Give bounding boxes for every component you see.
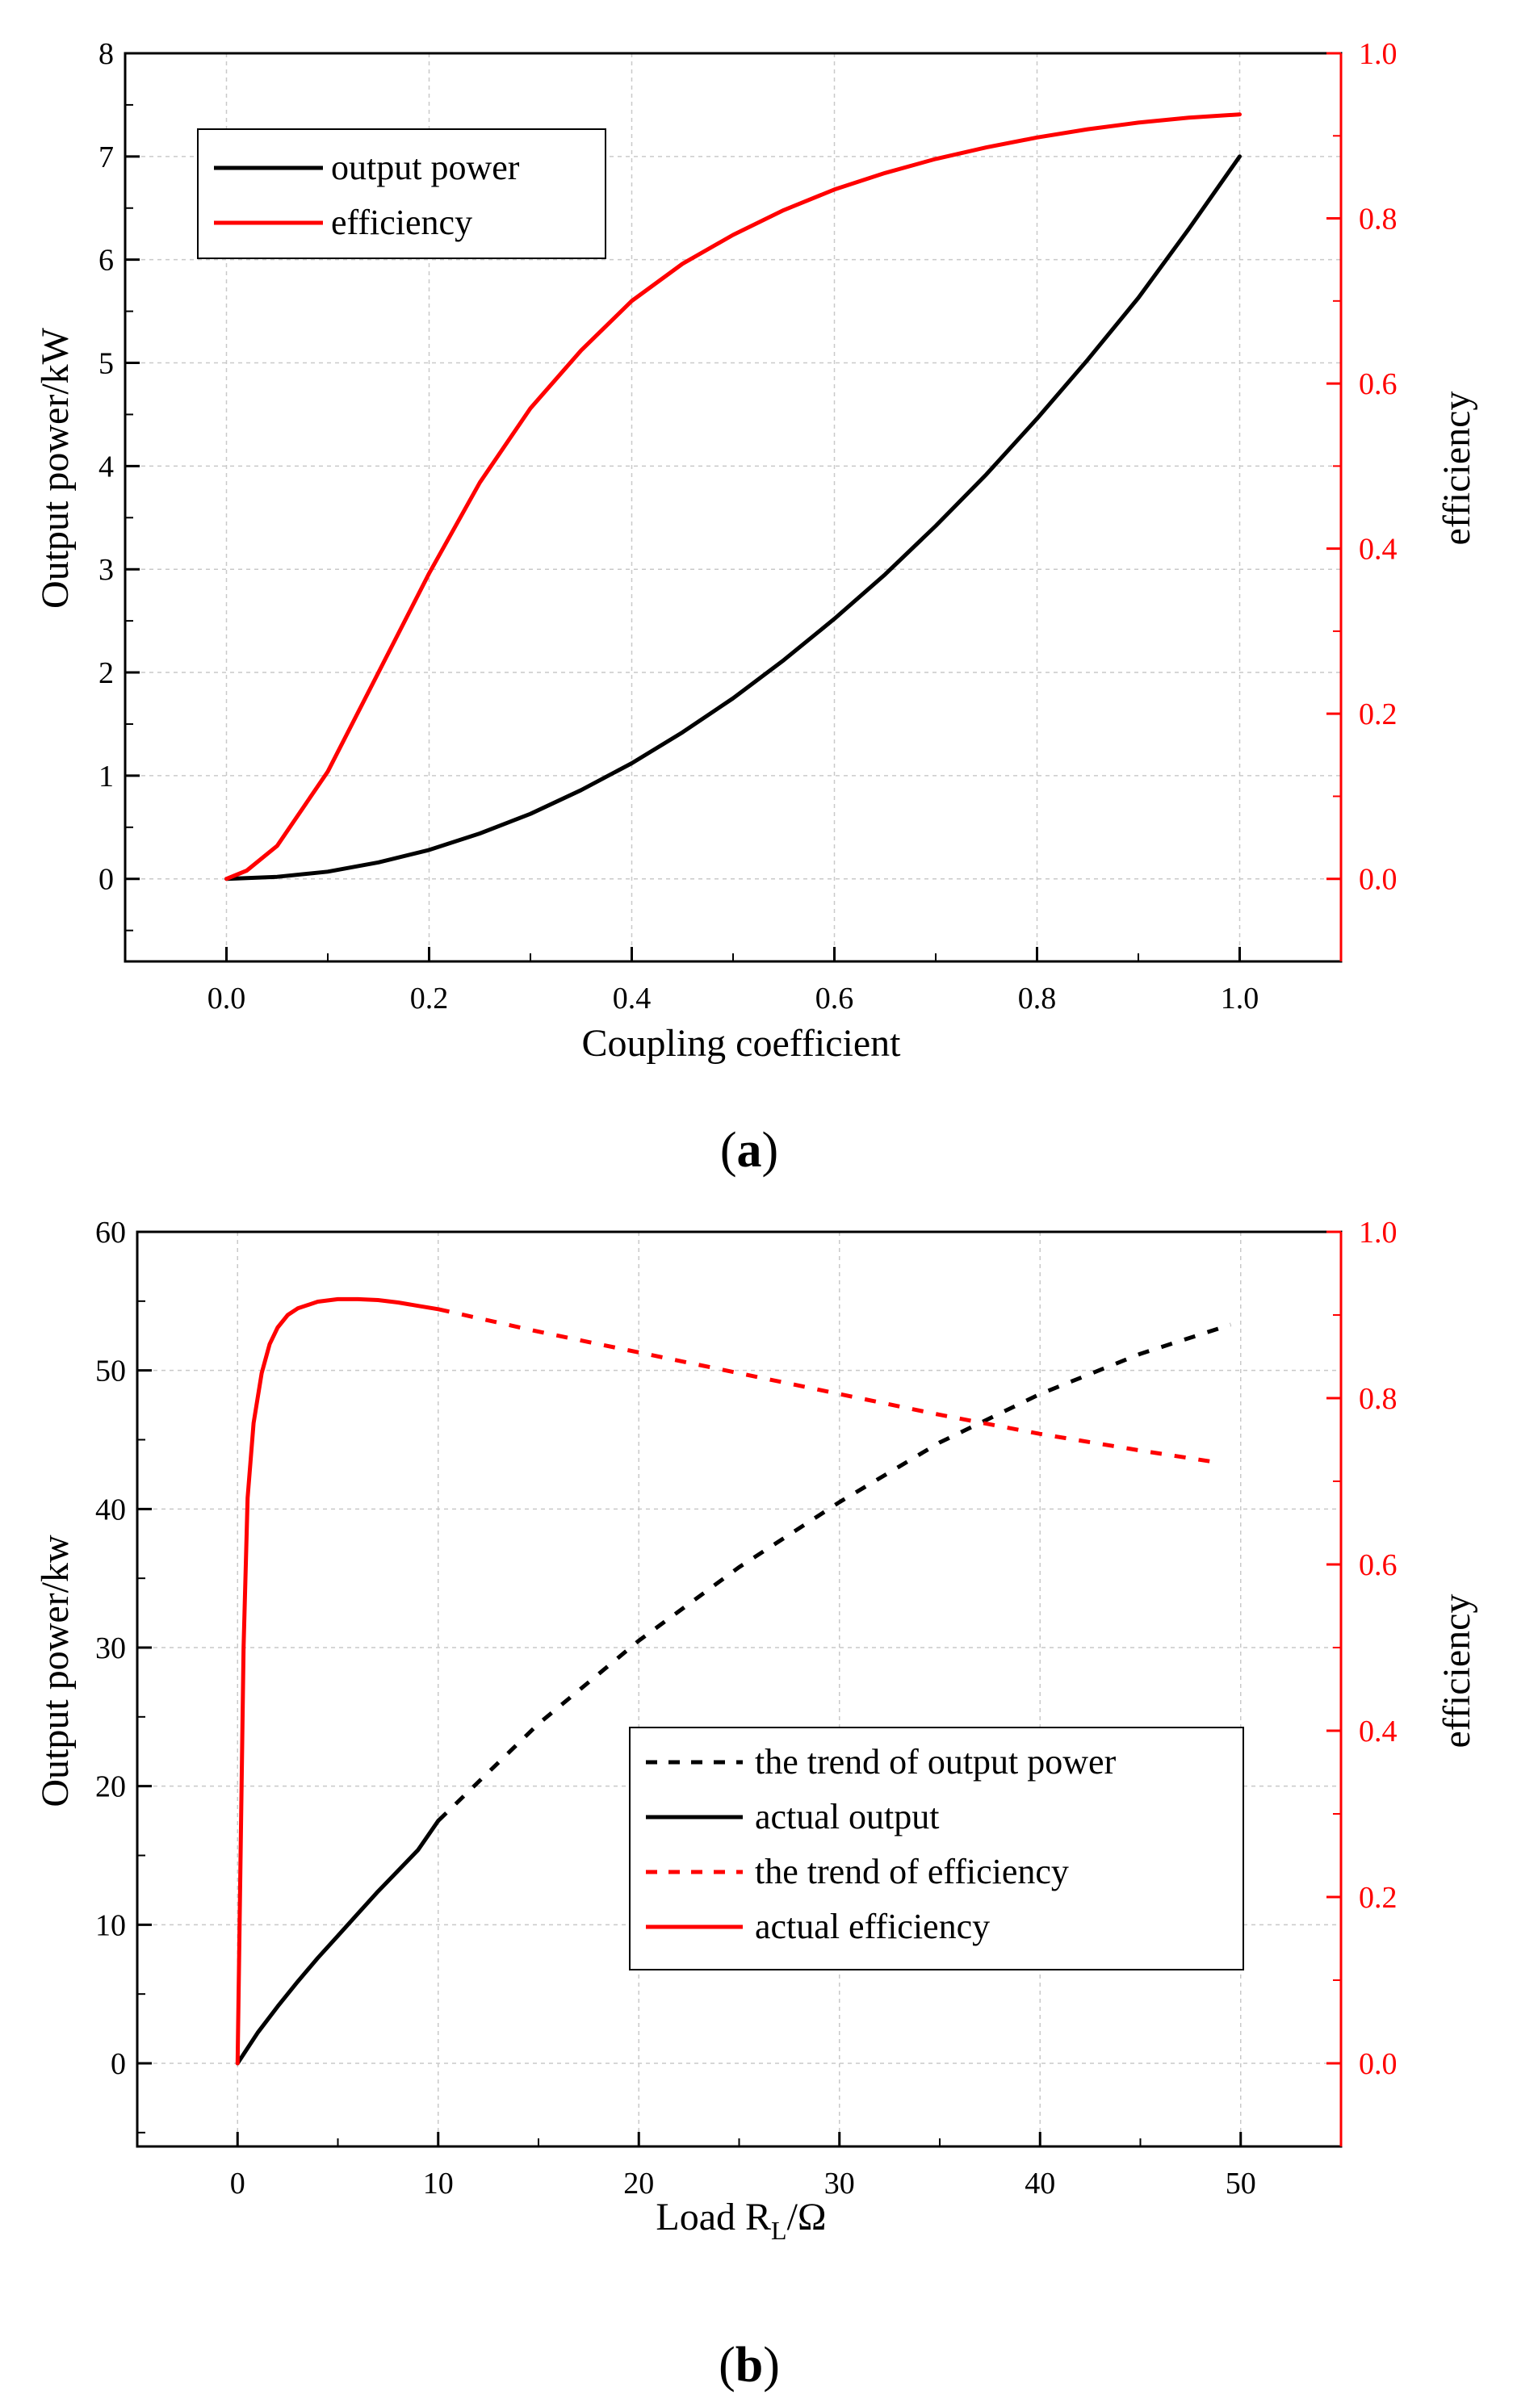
chart-a-series bbox=[224, 112, 1242, 882]
chart-a-series-output-power-line bbox=[224, 154, 1242, 882]
chart-a-legend-label-efficiency: efficiency bbox=[331, 203, 472, 242]
chart-a-y2-tick-label: 1.0 bbox=[1359, 37, 1398, 71]
chart-b-series-actual-output-line bbox=[235, 1819, 441, 2066]
chart-b-x-tick-label: 10 bbox=[423, 2167, 454, 2201]
chart-a-ticks: 0.0 0.2 0.4 0.6 0.8 1.0 0 1 2 3 4 5 6 7 8 0.0 0.2 0.4 0.6 0… bbox=[98, 37, 1398, 1016]
chart-a-x-tick-label: 0.4 bbox=[613, 982, 652, 1016]
caption-b: (b) bbox=[719, 2338, 780, 2393]
chart-b-legend-label-trend-output: the trend of output power bbox=[755, 1742, 1117, 1782]
chart-a-y2-tick-label: 0.6 bbox=[1359, 367, 1398, 401]
chart-a-x-tick-label: 0.8 bbox=[1018, 982, 1057, 1016]
chart-b-y2-tick-label: 1.0 bbox=[1359, 1216, 1398, 1250]
chart-a-y-tick-label: 4 bbox=[98, 450, 114, 484]
chart-b-legend-box bbox=[629, 1727, 1244, 1970]
chart-b-y-axis-title: Output power/kw bbox=[34, 1535, 77, 1807]
chart-b-legend: the trend of output power actual output … bbox=[629, 1727, 1244, 1970]
chart-b-series-actual-efficiency-line bbox=[235, 1296, 441, 2066]
chart-a-legend: output power efficiency bbox=[197, 128, 606, 259]
chart-a-y2-tick-label: 0.2 bbox=[1359, 697, 1398, 731]
chart-b-legend-label-actual-output: actual output bbox=[755, 1797, 940, 1836]
chart-b-y-tick-label: 50 bbox=[95, 1355, 126, 1388]
chart-a-y-tick-label: 8 bbox=[98, 37, 114, 71]
chart-b-y2-tick-label: 0.4 bbox=[1359, 1715, 1398, 1748]
chart-a-y-tick-label: 6 bbox=[98, 244, 114, 278]
chart-b-y-tick-label: 60 bbox=[95, 1216, 126, 1250]
chart-a-y-tick-label: 5 bbox=[98, 347, 114, 381]
chart-a-y2-tick-label: 0.4 bbox=[1359, 533, 1398, 567]
chart-b: 0 10 20 30 40 50 0 10 20 30 40 50 60 0.0 0.2 0.4 0.6 0.8 1… bbox=[34, 1216, 1478, 2245]
chart-a-y2-tick-label: 0.0 bbox=[1359, 863, 1398, 897]
chart-a-y-tick-label: 1 bbox=[98, 760, 114, 794]
chart-b-y2-tick-label: 0.0 bbox=[1359, 2047, 1398, 2081]
chart-a-legend-label-output-power: output power bbox=[331, 148, 520, 187]
chart-b-series-the-trend-of-efficiency-line bbox=[438, 1307, 1222, 1465]
chart-b-x-tick-label: 50 bbox=[1226, 2167, 1256, 2201]
chart-a-x-tick-label: 1.0 bbox=[1221, 982, 1259, 1016]
chart-b-legend-label-trend-efficiency: the trend of efficiency bbox=[755, 1852, 1069, 1891]
chart-b-y2-tick-label: 0.6 bbox=[1359, 1548, 1398, 1582]
chart-a-y-tick-label: 7 bbox=[98, 140, 114, 174]
chart-b-y2-tick-label: 0.2 bbox=[1359, 1881, 1398, 1915]
chart-a-x-axis-title: Coupling coefficient bbox=[581, 1022, 901, 1065]
chart-b-y-tick-label: 40 bbox=[95, 1493, 126, 1526]
chart-a-y2-tick-label: 0.8 bbox=[1359, 203, 1398, 237]
chart-a-x-tick-label: 0.6 bbox=[815, 982, 854, 1016]
chart-a-x-tick-label: 0.2 bbox=[410, 982, 449, 1016]
chart-a-y-axis-title: Output power/kW bbox=[34, 327, 77, 609]
chart-b-y-tick-label: 30 bbox=[95, 1631, 126, 1665]
chart-a-y-tick-label: 0 bbox=[98, 863, 114, 897]
chart-b-legend-label-actual-efficiency: actual efficiency bbox=[755, 1907, 990, 1946]
chart-b-series-the-trend-of-output-power-line bbox=[437, 1322, 1232, 1823]
chart-b-y2-axis-title: efficiency bbox=[1435, 1594, 1478, 1748]
chart-b-y2-tick-label: 0.8 bbox=[1359, 1382, 1398, 1416]
chart-b-ticks: 0 10 20 30 40 50 0 10 20 30 40 50 60 0.0 0.2 0.4 0.6 0.8 1… bbox=[95, 1216, 1398, 2201]
chart-a-x-tick-label: 0.0 bbox=[207, 982, 246, 1016]
chart-b-x-tick-label: 20 bbox=[623, 2167, 654, 2201]
caption-a: (a) bbox=[720, 1123, 778, 1178]
chart-b-y-tick-label: 10 bbox=[95, 1908, 126, 1942]
chart-a: 0.0 0.2 0.4 0.6 0.8 1.0 0 1 2 3 4 5 6 7 8 0.0 0.2 0.4 0.6 0… bbox=[34, 37, 1478, 1065]
chart-b-x-tick-label: 30 bbox=[824, 2167, 855, 2201]
chart-b-x-tick-label: 40 bbox=[1025, 2167, 1055, 2201]
chart-a-series-efficiency-line bbox=[224, 112, 1242, 882]
chart-b-y-tick-label: 0 bbox=[111, 2047, 126, 2081]
chart-b-x-axis-title: Load RL/Ω bbox=[656, 2196, 826, 2245]
chart-a-legend-box bbox=[197, 128, 606, 259]
chart-b-x-tick-label: 0 bbox=[230, 2167, 245, 2201]
chart-a-y2-axis-title: efficiency bbox=[1435, 392, 1478, 546]
chart-a-y-tick-label: 2 bbox=[98, 656, 114, 690]
chart-a-y-tick-label: 3 bbox=[98, 553, 114, 587]
chart-b-y-tick-label: 20 bbox=[95, 1770, 126, 1804]
chart-b-series bbox=[235, 1296, 1232, 2066]
